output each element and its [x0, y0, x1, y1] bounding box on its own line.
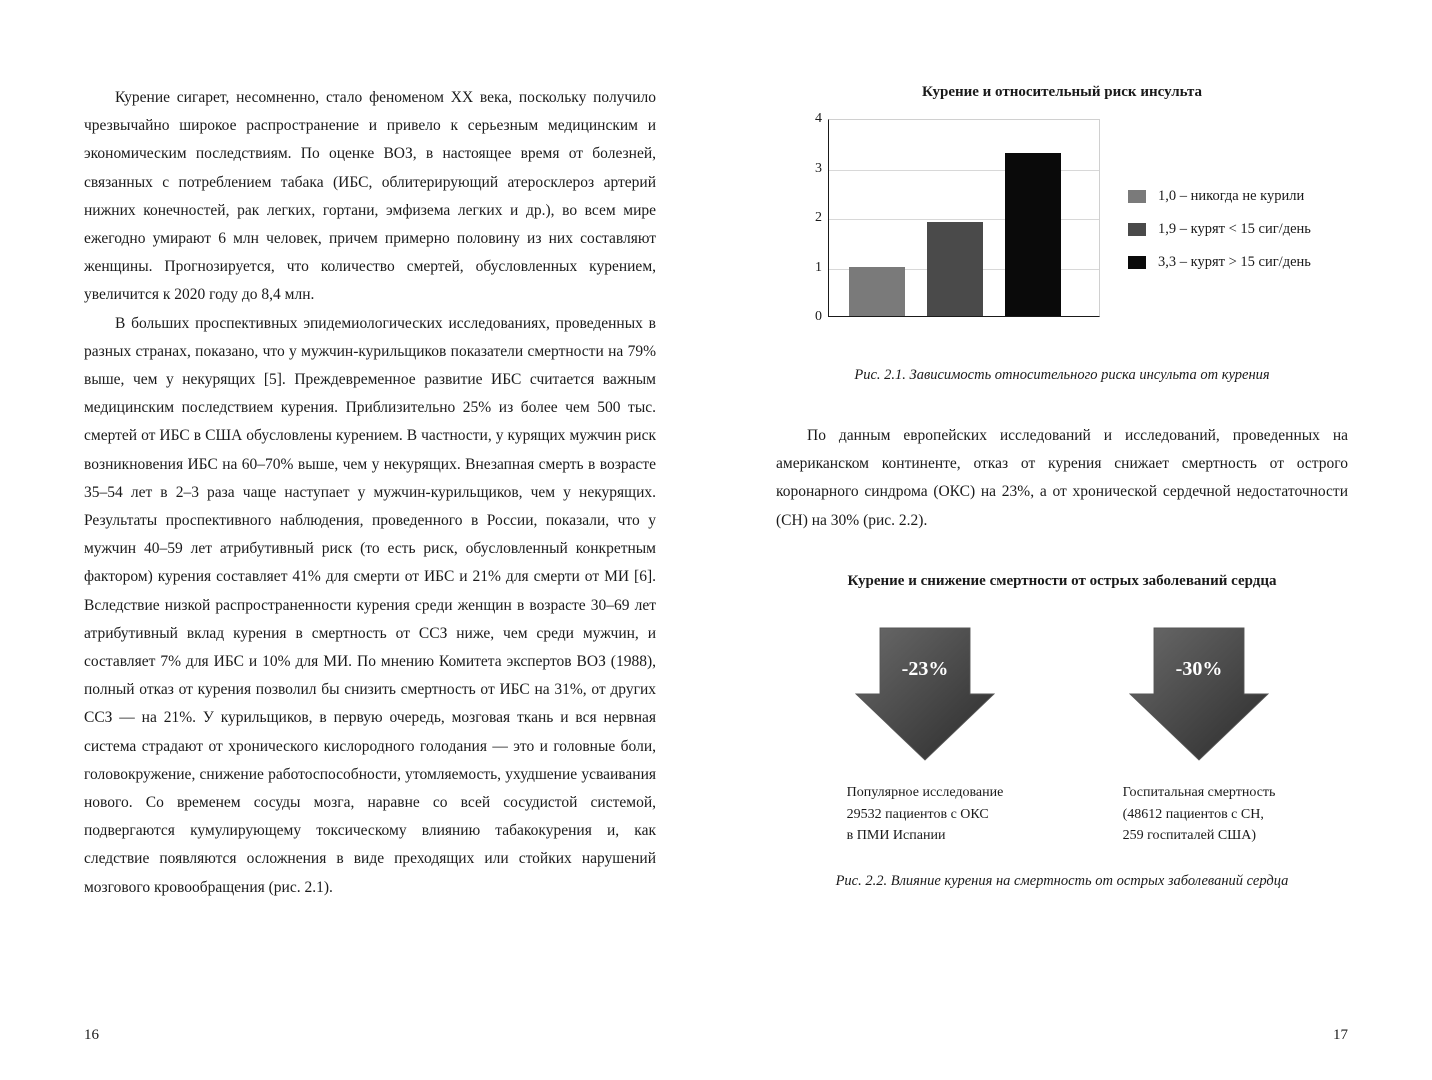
paragraph-2: В больших проспективных эпидемиологическ… [84, 310, 656, 902]
down-arrow-icon: -30% [1124, 616, 1274, 766]
down-arrow-icon: -23% [850, 616, 1000, 766]
page-number-left: 16 [84, 1027, 99, 1044]
legend-swatch [1128, 190, 1146, 203]
chart1-ytick-label: 2 [800, 210, 822, 226]
arrow-caption: Популярное исследование29532 пациентов с… [847, 782, 1004, 847]
chart1-legend: 1,0 – никогда не курили 1,9 – курят < 15 … [1128, 172, 1311, 287]
chart1-plot [828, 119, 1100, 317]
chart2-title: Курение и снижение смертности от острых … [776, 573, 1348, 590]
legend-label: 1,0 – никогда не курили [1158, 188, 1304, 205]
page-left: Курение сигарет, несомненно, стало феном… [0, 0, 716, 1080]
chart1-legend-item: 3,3 – курят > 15 сиг/день [1128, 254, 1311, 271]
chart2-arrows: -23% Популярное исследование29532 пациент… [776, 616, 1348, 847]
body-text-right: По данным европейских исследований и исс… [776, 422, 1348, 535]
legend-swatch [1128, 223, 1146, 236]
page-number-right: 17 [1333, 1027, 1348, 1044]
chart1-bar [849, 267, 905, 317]
paragraph-mid: По данным европейских исследований и исс… [776, 422, 1348, 535]
chart2-arrow-column: -30% Госпитальная смертность(48612 пациен… [1097, 616, 1301, 847]
chart1-wrap: 01234 1,0 – никогда не курили1,9 – курят… [776, 119, 1348, 339]
arrow-value-label: -23% [902, 658, 949, 681]
page-right: Курение и относительный риск инсульта 0 1… [716, 0, 1432, 1080]
legend-swatch [1128, 256, 1146, 269]
chart1-ytick-label: 1 [800, 260, 822, 276]
chart1-title: Курение и относительный риск инсульта [776, 84, 1348, 101]
chart1-bar [927, 222, 983, 316]
chart1-bar [1005, 153, 1061, 316]
arrow-caption: Госпитальная смертность(48612 пациентов … [1123, 782, 1276, 847]
chart1-ytick-label: 3 [800, 161, 822, 177]
chart1: 01234 [800, 119, 1100, 339]
chart1-caption: Рис. 2.1. Зависимость относительного рис… [776, 367, 1348, 384]
paragraph-1: Курение сигарет, несомненно, стало феном… [84, 84, 656, 310]
body-text-left: Курение сигарет, несомненно, стало феном… [84, 84, 656, 902]
chart1-legend-item: 1,0 – никогда не курили [1128, 188, 1311, 205]
legend-label: 1,9 – курят < 15 сиг/день [1158, 221, 1311, 238]
legend-label: 3,3 – курят > 15 сиг/день [1158, 254, 1311, 271]
arrow-value-label: -30% [1176, 658, 1223, 681]
chart1-ytick-label: 0 [800, 309, 822, 325]
chart1-ytick-label: 4 [800, 111, 822, 127]
chart2-arrow-column: -23% Популярное исследование29532 пациент… [823, 616, 1027, 847]
chart2-caption: Рис. 2.2. Влияние курения на смертность … [776, 873, 1348, 890]
chart1-legend-item: 1,9 – курят < 15 сиг/день [1128, 221, 1311, 238]
